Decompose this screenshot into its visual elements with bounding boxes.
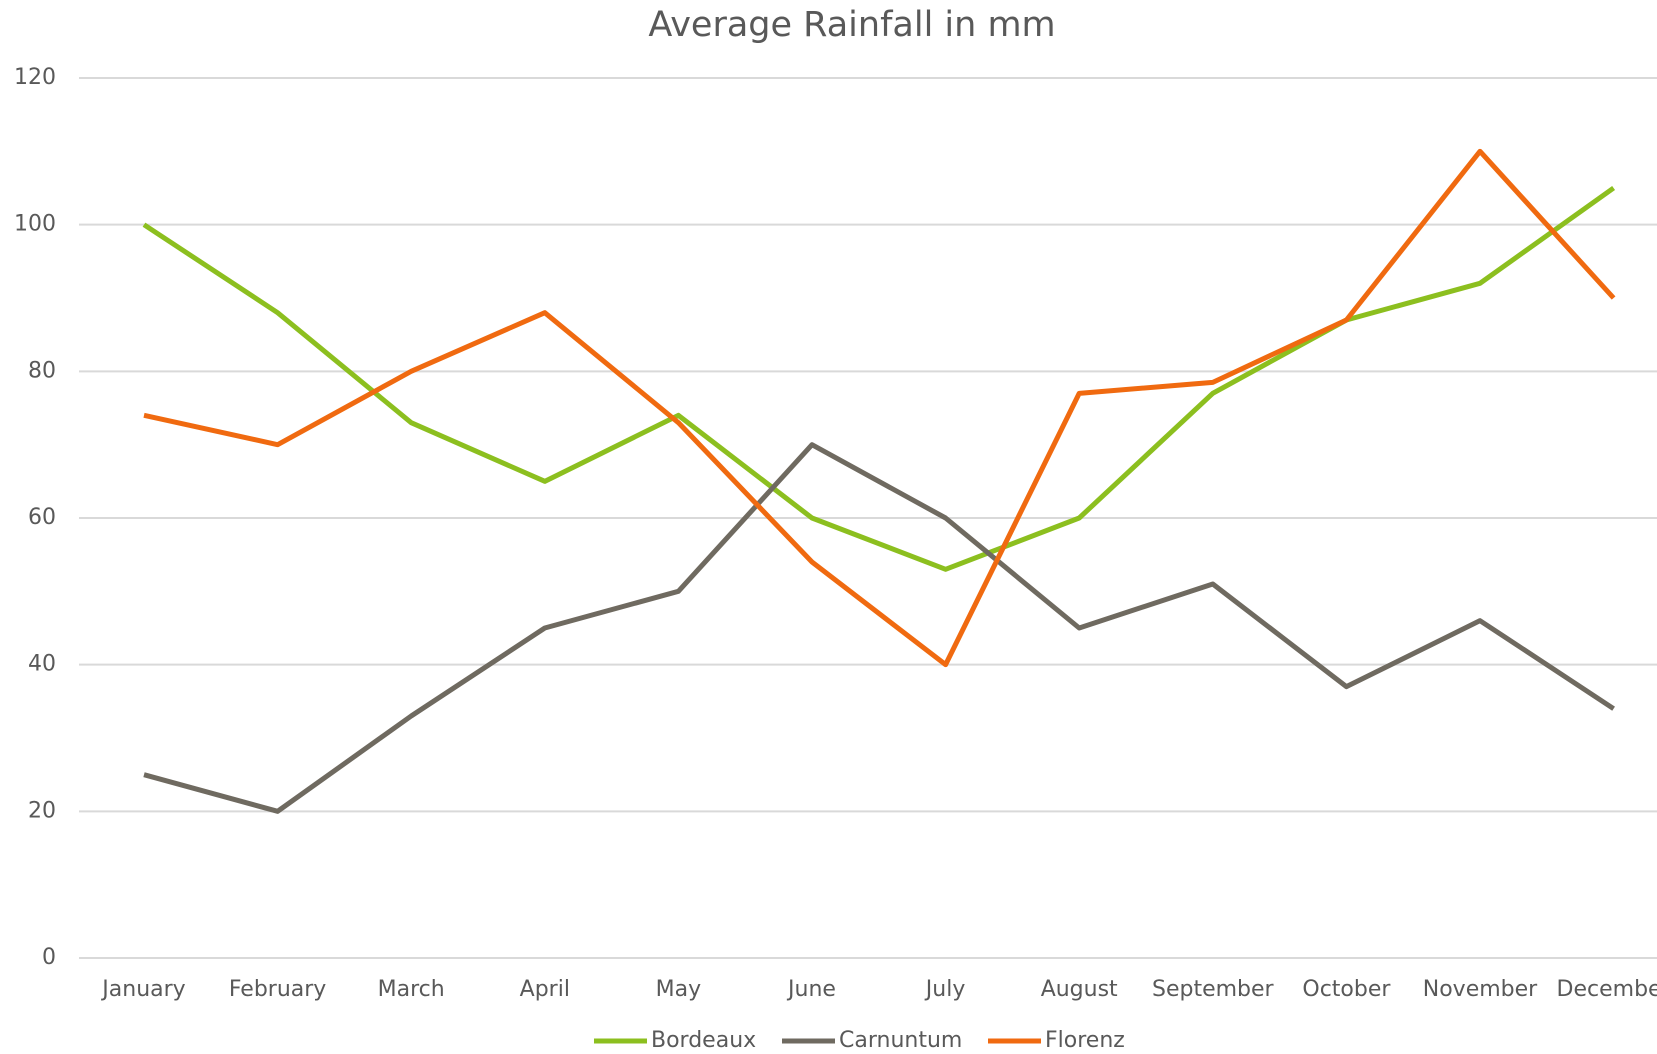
y-tick-label: 120 [14,65,56,90]
y-tick-label: 100 [14,212,56,237]
y-tick-label: 40 [28,652,56,677]
x-tick-label: May [656,977,701,1002]
x-tick-label: December [1557,977,1657,1002]
x-tick-label: March [378,977,445,1002]
y-tick-label: 0 [42,945,56,970]
x-tick-label: January [100,977,185,1002]
x-tick-label: September [1152,977,1275,1002]
x-tick-label: November [1423,977,1538,1002]
x-tick-label: June [786,977,836,1002]
y-tick-label: 60 [28,505,56,530]
series-line [143,442,1615,814]
y-tick-label: 20 [28,798,56,823]
x-tick-label: July [924,977,966,1002]
series-line [142,185,1616,572]
legend-label: Bordeaux [651,1028,756,1053]
series-line [143,148,1616,668]
y-tick-label: 80 [28,358,56,383]
x-tick-label: February [229,977,327,1002]
legend-label: Carnuntum [839,1028,962,1053]
x-tick-label: August [1041,977,1118,1002]
x-tick-label: April [520,977,570,1002]
chart-title: Average Rainfall in mm [648,5,1055,45]
legend-label: Florenz [1045,1028,1125,1053]
x-tick-label: October [1302,977,1391,1002]
